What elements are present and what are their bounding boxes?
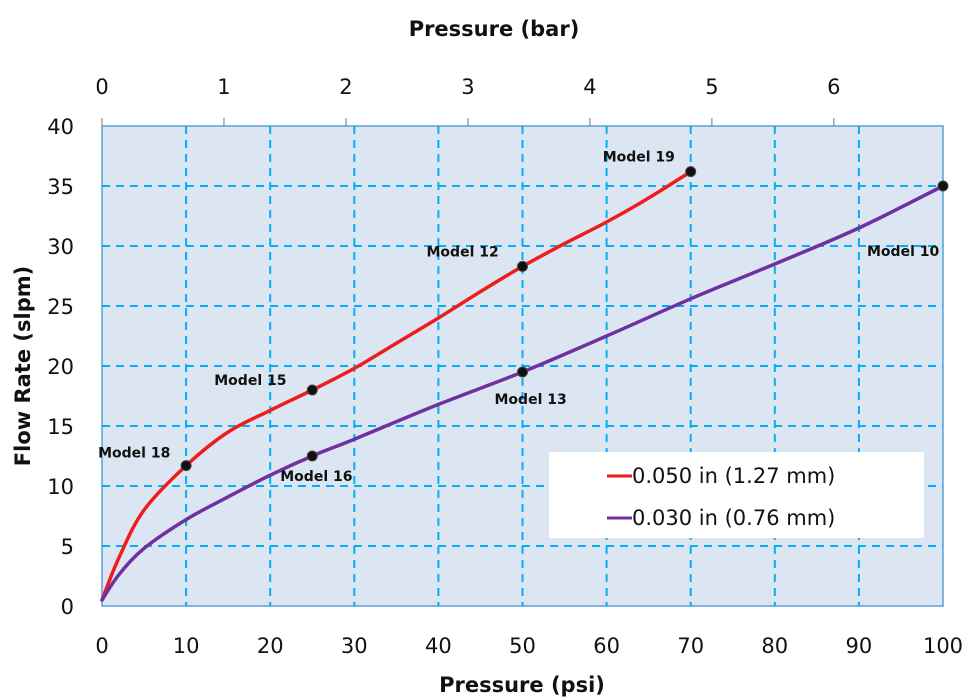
data-point-label: Model 15	[214, 373, 286, 389]
data-point-marker	[306, 450, 318, 462]
x-tick-label: 20	[257, 634, 284, 658]
x-top-tick-label: 3	[461, 75, 474, 99]
legend: 0.050 in (1.27 mm) 0.030 in (0.76 mm)	[549, 452, 924, 538]
x-top-tick-label: 6	[827, 75, 840, 99]
x-bottom-axis-title: Pressure (psi)	[439, 673, 605, 697]
x-top-tick-label: 2	[339, 75, 352, 99]
data-point-label: Model 12	[427, 244, 499, 260]
legend-label-series-2: 0.030 in (0.76 mm)	[632, 506, 835, 530]
series-line-2	[100, 184, 945, 602]
x-tick-label: 70	[677, 634, 704, 658]
x-tick-label: 80	[761, 634, 788, 658]
y-axis-title: Flow Rate (slpm)	[11, 266, 35, 466]
y-tick-label: 25	[47, 295, 74, 319]
data-point-label: Model 19	[603, 150, 675, 166]
y-tick-label: 5	[61, 535, 74, 559]
y-tick-label: 10	[47, 475, 74, 499]
data-point-label: Model 18	[98, 446, 170, 462]
y-tick-label: 40	[47, 115, 74, 139]
x-tick-label: 90	[846, 634, 873, 658]
legend-box	[549, 452, 924, 538]
x-tick-label: 10	[173, 634, 200, 658]
data-point-marker	[180, 460, 192, 472]
x-top-tick-label: 4	[583, 75, 596, 99]
y-tick-label: 20	[47, 355, 74, 379]
x-tick-label: 0	[95, 634, 108, 658]
data-point-marker	[517, 260, 528, 272]
x-tick-label: 40	[425, 634, 452, 658]
series-line-1	[100, 169, 693, 602]
y-tick-label: 15	[47, 415, 74, 439]
data-point-marker	[685, 166, 697, 178]
data-point-label: Model 10	[867, 244, 939, 260]
x-tick-label: 50	[509, 634, 536, 658]
data-point-label: Model 16	[280, 469, 352, 485]
y-tick-label: 0	[61, 595, 74, 619]
data-points: Model 18 Model 15 Model 12 Model 19 Model 16…	[98, 150, 949, 485]
data-point-marker	[306, 384, 318, 396]
x-tick-label: 100	[923, 634, 963, 658]
y-tick-label: 30	[47, 235, 74, 259]
x-top-tick-label: 0	[95, 75, 108, 99]
y-tick-label: 35	[47, 175, 74, 199]
x-tick-label: 30	[341, 634, 368, 658]
data-point-label: Model 13	[495, 392, 567, 408]
x-top-tick-label: 5	[705, 75, 718, 99]
legend-label-series-1: 0.050 in (1.27 mm)	[632, 464, 835, 488]
data-point-marker	[517, 366, 528, 378]
series-curves	[100, 169, 945, 602]
data-point-marker	[937, 180, 949, 192]
x-tick-label: 60	[593, 634, 620, 658]
x-top-axis-title: Pressure (bar)	[409, 17, 580, 41]
x-top-tick-label: 1	[217, 75, 230, 99]
